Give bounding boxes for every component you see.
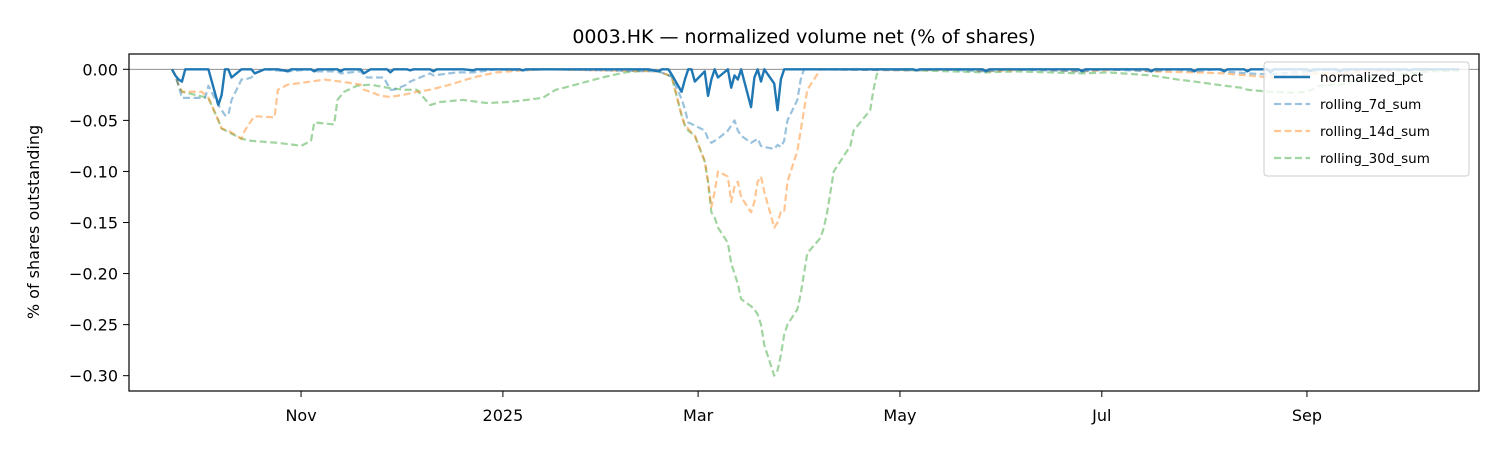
x-tick-label: May (883, 406, 916, 425)
series-line-rolling_30d_sum (171, 68, 1460, 377)
axes: 0.00 −0.05 −0.10 −0.15 −0.20 −0.25 −0.30 Nov 202… (69, 53, 1480, 425)
x-tick-label: Nov (285, 406, 316, 425)
legend-box (1263, 61, 1470, 177)
x-tick-label: 2025 (483, 406, 524, 425)
y-tick-label: −0.20 (69, 265, 118, 284)
legend-label-normalized_pct: normalized_pct (1320, 70, 1423, 86)
y-axis-label: % of shares outstanding (24, 125, 43, 319)
x-tick-label: Mar (683, 406, 714, 425)
chart-title: 0003.HK — normalized volume net (% of sh… (572, 26, 1035, 48)
y-tick-label: −0.15 (69, 214, 118, 233)
y-tick-label: −0.05 (69, 111, 118, 130)
legend-label-rolling_30d_sum: rolling_30d_sum (1320, 151, 1430, 167)
legend-label-rolling_14d_sum: rolling_14d_sum (1320, 124, 1430, 140)
legend: normalized_pct rolling_7d_sum rolling_14d_… (1263, 61, 1470, 177)
x-tick-label: Jul (1091, 406, 1111, 425)
x-tick-label: Sep (1292, 406, 1322, 425)
series-line-rolling_7d_sum (171, 68, 1460, 151)
series-line-normalized_pct (170, 68, 1460, 112)
legend-label-rolling_7d_sum: rolling_7d_sum (1320, 97, 1421, 113)
y-tick-label: 0.00 (82, 60, 118, 79)
y-tick-label: −0.10 (69, 162, 118, 181)
series-line-rolling_14d_sum (171, 68, 1460, 229)
y-tick-label: −0.25 (69, 316, 118, 335)
plot-area (129, 68, 1479, 377)
y-tick-label: −0.30 (69, 367, 118, 386)
series-group (170, 68, 1460, 377)
